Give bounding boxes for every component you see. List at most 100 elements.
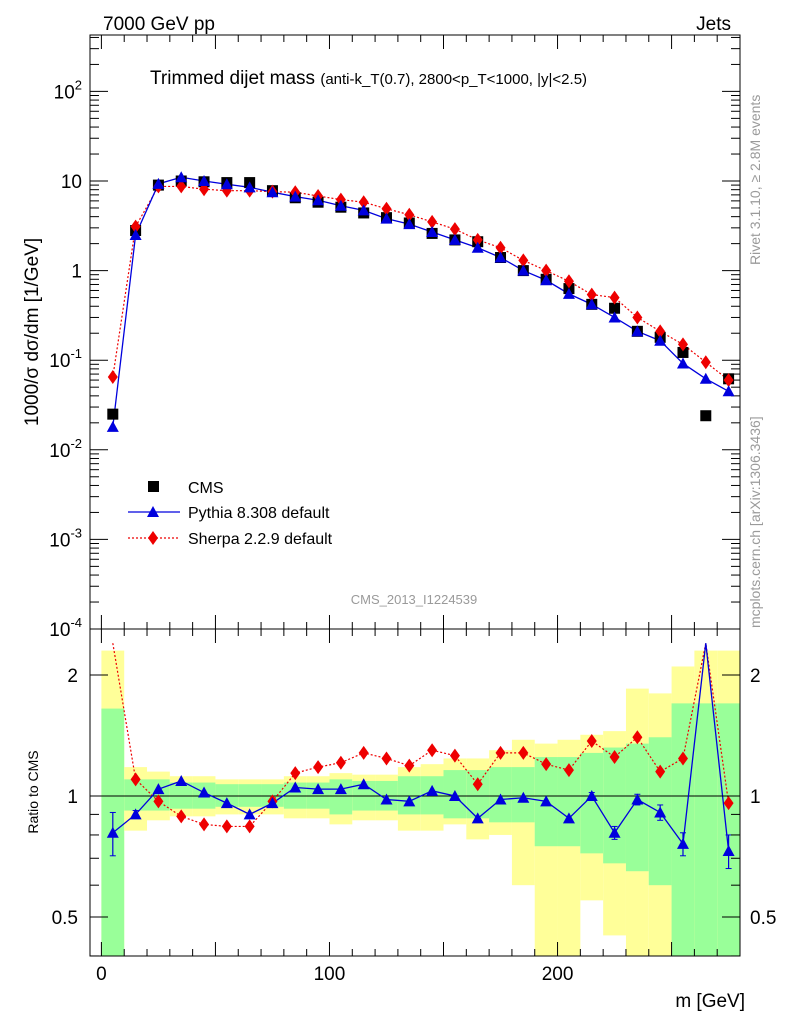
ratio-sherpa-point [130, 772, 141, 787]
mcplots-label: mcplots.cern.ch [arXiv:1306.3436] [747, 416, 763, 628]
ratio-pythia-point [722, 844, 735, 856]
ratio-pythia-point [312, 783, 325, 795]
sherpa-point [335, 192, 346, 207]
ratio-pythia-point [266, 797, 279, 809]
sherpa-point [655, 324, 666, 339]
pythia-point [198, 175, 211, 186]
pythia-point [403, 218, 416, 230]
ratio-sherpa-point [199, 817, 210, 832]
ratio-pythia-point [289, 781, 302, 793]
ratio-pythia-point [448, 790, 461, 801]
ratio-pythia-point [631, 793, 644, 805]
band-inner [694, 703, 718, 956]
ratio-sherpa-point [335, 755, 346, 770]
legend: CMS Pythia 8.308 default Sherpa 2.2.9 de… [128, 480, 333, 548]
ratio-sherpa-point [655, 764, 666, 779]
ratio-ytick-label-right: 2 [750, 666, 761, 687]
main-panel: 10-4 10-3 10-2 10-1 1 10 102 Trimmed dijet mas… [22, 34, 741, 641]
ratio-pythia-point [198, 786, 211, 798]
main-ytick-label: 10-2 [49, 436, 82, 462]
pythia-point [676, 357, 689, 369]
ratio-pythia-point [357, 778, 370, 790]
sherpa-point [723, 373, 734, 388]
pythia-point [540, 274, 553, 286]
x-tick-label: 200 [542, 964, 574, 985]
ratio-ytick-label-right: 0.5 [750, 908, 776, 929]
main-ytick-label: 10-4 [49, 615, 82, 641]
sherpa-point [518, 253, 529, 268]
pythia-point [243, 181, 256, 193]
ratio-sherpa-point [244, 819, 255, 834]
band-inner [466, 770, 490, 819]
legend-sherpa-marker [148, 531, 158, 545]
sherpa-point [358, 195, 369, 210]
legend-pythia-marker [147, 506, 159, 517]
sherpa-point [381, 201, 392, 216]
band-inner [397, 776, 421, 815]
sherpa-point [586, 287, 597, 302]
cms-point [677, 346, 689, 358]
ratio-sherpa-point [221, 819, 232, 834]
ratio-panel: 0.5 0.5 1 1 2 2 0 100 200 Ratio to CMS m [GeV] [25, 628, 776, 1012]
pythia-point [289, 190, 302, 202]
sherpa-point [677, 337, 688, 352]
ratio-sherpa-point [609, 750, 620, 765]
pythia-point [175, 171, 188, 183]
x-tick-label: 100 [314, 964, 346, 985]
ratio-pythia-point [608, 826, 621, 838]
band-inner [238, 784, 262, 807]
ratio-pythia-point [220, 797, 233, 809]
legend-pythia-label: Pythia 8.308 default [188, 505, 330, 522]
main-ytick-label: 102 [54, 77, 82, 103]
ratio-sherpa-point [677, 751, 688, 766]
ratio-pythia-point [334, 783, 347, 795]
ratio-ytick-label: 0.5 [52, 908, 78, 929]
pythia-point [562, 287, 575, 299]
pythia-point [106, 420, 119, 432]
ratio-pythia-line [112, 643, 730, 852]
x-axis-label: m [GeV] [675, 991, 745, 1012]
main-title: Trimmed dijet mass (anti-k_T(0.7), 2800<… [150, 68, 587, 89]
sherpa-point [632, 310, 643, 325]
pythia-point [608, 311, 621, 323]
ratio-sherpa-point [518, 745, 529, 760]
cms-point [107, 408, 119, 420]
band-inner [603, 747, 626, 864]
ratio-clip [90, 643, 740, 956]
ratio-sherpa-point [381, 751, 392, 766]
pythia-point [517, 264, 530, 276]
ratio-ylabel: Ratio to CMS [25, 750, 41, 833]
main-ytick-label: 10 [61, 172, 82, 193]
ratio-sherpa-point [449, 748, 460, 763]
ratio-pythia-point [471, 812, 484, 824]
ratio-sherpa-point [313, 760, 324, 775]
ratio-pythia-point [562, 812, 575, 824]
pythia-point [585, 298, 598, 310]
sherpa-point [449, 222, 460, 237]
ratio-pythia-point [129, 808, 142, 820]
band-inner [717, 703, 740, 956]
pythia-point [220, 178, 233, 190]
ratio-ytick-label: 2 [67, 666, 78, 687]
sherpa-point [472, 232, 483, 247]
ratio-pythia-point [243, 808, 256, 820]
sherpa-point [107, 369, 118, 384]
ratio-sherpa-point [586, 734, 597, 749]
ratio-pythia-point [152, 783, 165, 795]
ratio-sherpa-point [495, 745, 506, 760]
main-ytick-label: 10-1 [49, 346, 82, 372]
pythia-line [112, 176, 729, 428]
ratio-pythia-point [517, 791, 530, 803]
pythia-point [631, 325, 644, 337]
legend-cms-marker [148, 481, 159, 492]
cms-point [700, 410, 712, 422]
band-inner [625, 743, 649, 872]
pythia-point [266, 186, 279, 198]
pythia-point [699, 372, 712, 384]
ratio-sherpa-point [153, 794, 164, 809]
sherpa-line [112, 185, 729, 381]
ratio-pythia-point [654, 806, 667, 818]
ratio-pythia-point [380, 793, 393, 805]
pythia-point [722, 385, 735, 397]
